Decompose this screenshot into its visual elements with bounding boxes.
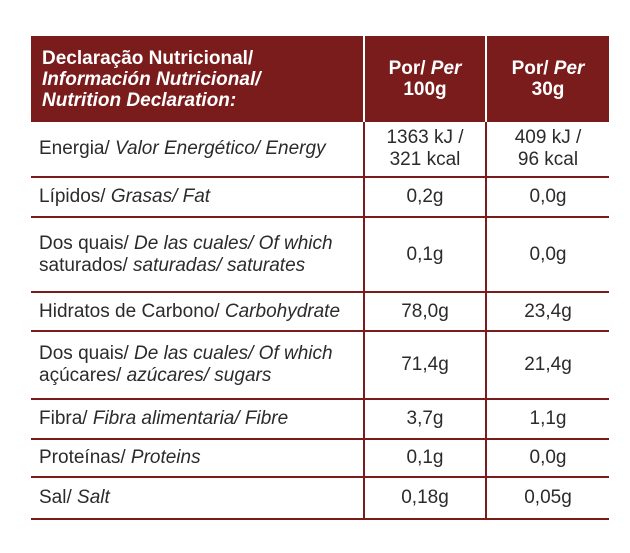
- value-per-100g: 71,4g: [363, 331, 486, 400]
- nutrient-label: Energia/ Valor Energético/ Energy: [31, 122, 364, 178]
- value-per-30g: 1,1g: [485, 399, 609, 440]
- table-row-protein: Proteínas/ Proteins 0,1g 0,0g: [31, 439, 609, 478]
- table-row-energy: Energia/ Valor Energético/ Energy 1363 k…: [31, 122, 609, 178]
- header-per-word-en: Per: [553, 58, 585, 79]
- value-per-30g: 0,0g: [485, 439, 609, 478]
- table-row-salt: Sal/ Salt 0,18g 0,05g: [31, 477, 609, 520]
- nutrient-label: Hidratos de Carbono/ Carbohydrate: [31, 292, 364, 332]
- header-label-line: Información Nutricional/: [42, 68, 261, 90]
- value-per-100g: 0,18g: [363, 477, 486, 520]
- value-per-30g: 21,4g: [485, 331, 609, 400]
- value-per-100g: 78,0g: [363, 292, 486, 332]
- nutrient-label: Dos quais/ De las cuales/ Of which açúca…: [31, 331, 364, 400]
- header-amount: 30g: [531, 79, 565, 100]
- nutrient-label: Sal/ Salt: [31, 477, 364, 520]
- header-per-100g: Por/ Per 100g: [363, 36, 486, 122]
- nutrient-label: Dos quais/ De las cuales/ Of which satur…: [31, 217, 364, 293]
- nutrient-label: Proteínas/ Proteins: [31, 439, 364, 478]
- table-row-fat: Lípidos/ Grasas/ Fat 0,2g 0,0g: [31, 177, 609, 218]
- nutrient-label: Fibra/ Fibra alimentaria/ Fibre: [31, 399, 364, 440]
- table-row-carbohydrate: Hidratos de Carbono/ Carbohydrate 78,0g …: [31, 292, 609, 332]
- nutrient-label: Lípidos/ Grasas/ Fat: [31, 177, 364, 218]
- table-row-saturates: Dos quais/ De las cuales/ Of which satur…: [31, 217, 609, 293]
- value-per-100g: 0,2g: [363, 177, 486, 218]
- header-per-word: Por/: [511, 58, 554, 79]
- header-label-line: Declaração Nutricional/: [42, 47, 254, 69]
- value-per-30g: 0,0g: [485, 177, 609, 218]
- value-per-100g: 1363 kJ / 321 kcal: [363, 122, 486, 178]
- value-per-30g: 23,4g: [485, 292, 609, 332]
- value-per-100g: 0,1g: [363, 217, 486, 293]
- value-per-30g: 0,05g: [485, 477, 609, 520]
- table-header-row: Declaração Nutricional/ Información Nutr…: [31, 36, 609, 122]
- header-per-word-en: Per: [430, 58, 462, 79]
- header-label: Declaração Nutricional/ Información Nutr…: [31, 36, 364, 122]
- value-per-100g: 0,1g: [363, 439, 486, 478]
- header-per-word: Por/: [388, 58, 431, 79]
- value-per-100g: 3,7g: [363, 399, 486, 440]
- value-per-30g: 409 kJ / 96 kcal: [485, 122, 609, 178]
- header-amount: 100g: [403, 79, 447, 100]
- header-per-30g: Por/ Per 30g: [485, 36, 609, 122]
- value-per-30g: 0,0g: [485, 217, 609, 293]
- table-row-sugars: Dos quais/ De las cuales/ Of which açúca…: [31, 331, 609, 400]
- header-label-line: Nutrition Declaration:: [42, 89, 237, 111]
- table-row-fibre: Fibra/ Fibra alimentaria/ Fibre 3,7g 1,1…: [31, 399, 609, 440]
- nutrition-table: Declaração Nutricional/ Información Nutr…: [31, 36, 609, 520]
